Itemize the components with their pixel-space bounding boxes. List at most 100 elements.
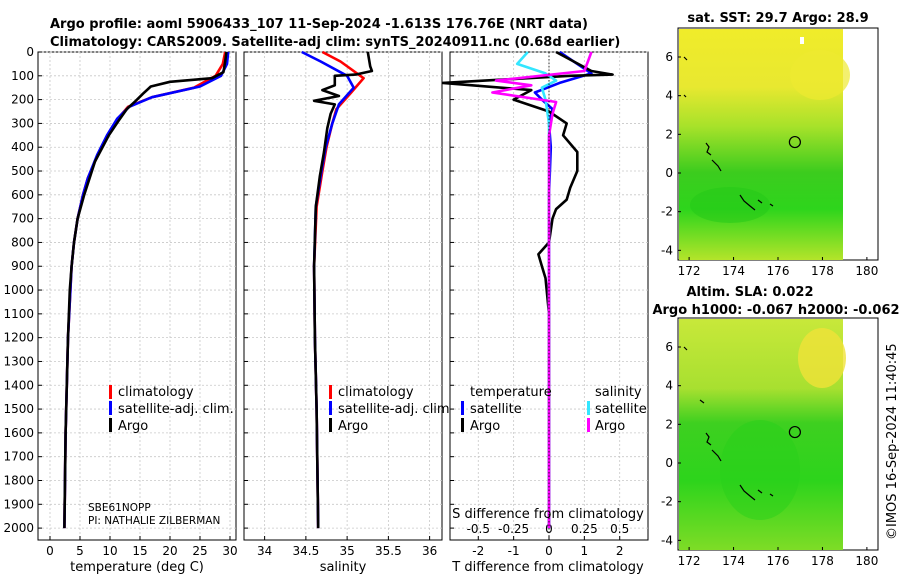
map-y-tick-label: 6 [665,340,673,354]
depth-label: 200 [11,93,34,107]
s-difference-label: S difference from climatology [452,507,644,522]
x-tick-label: 0 [46,544,54,558]
series-line-salinity-argo [491,51,593,529]
legend-satellite-label: satellite-adj. clim. [338,402,454,417]
depth-label: 600 [11,188,34,202]
series-line-argo [312,51,374,529]
map-y-tick-label: 0 [665,456,673,470]
salinity-legend: climatology satellite-adj. clim. Argo [329,385,454,434]
top-tick-label: -0.25 [498,522,529,536]
legend-sal-satellite-label: satellite [595,402,647,417]
legend-sal-satellite-swatch [587,401,590,415]
depth-label: 1700 [3,450,34,464]
depth-label: 0 [26,45,34,59]
legend-argo-swatch [329,418,332,432]
series-line-argo [63,51,228,529]
map-x-tick-label: 172 [678,264,701,278]
depth-label: 100 [11,69,34,83]
depth-label: 1100 [3,307,34,321]
salinity-grid [244,51,442,540]
sla-map-panel: Altim. SLA: 0.022 Argo h1000: -0.067 h20… [652,285,899,568]
difference-panel: -2 -1 0 1 2 -0.5 -0.25 0 0.25 0.5 S difference f… [441,50,649,575]
legend-sal-argo-label: Argo [595,419,625,434]
legend-satellite-label: satellite-adj. clim. [118,402,234,417]
map-x-tick-label: 178 [811,264,834,278]
temperature-tick-labels: 0 5 10 15 20 25 30 [46,544,237,558]
legend-climatology-label: climatology [118,385,194,400]
map-y-tick-label: -2 [661,205,673,219]
legend-temperature-title: temperature [470,385,552,400]
copyright-text: ©IMOS 16-Sep-2024 11:40:45 [885,343,900,540]
depth-label: 1200 [3,331,34,345]
legend-climatology-swatch [329,385,332,399]
x-tick-label: -2 [472,544,484,558]
map-x-tick-label: 174 [722,264,745,278]
sla-high-patch [798,328,846,388]
t-difference-tick-labels: -2 -1 0 1 2 [472,544,623,558]
legend-argo-swatch [109,418,112,432]
map-y-tick-label: -2 [661,495,673,509]
map-x-tick-label: 176 [767,554,790,568]
x-tick-label: 25 [192,544,207,558]
map-x-tick-label: 172 [678,554,701,568]
pi-annotation: PI: NATHALIE ZILBERMAN [88,515,220,527]
depth-label: 1900 [3,497,34,511]
depth-label: 1500 [3,402,34,416]
series-line-temperature-argo [441,50,614,529]
depth-label: 1300 [3,354,34,368]
depth-label: 500 [11,164,34,178]
title-line-2: Climatology: CARS2009. Satellite-adj cli… [50,35,620,50]
sst-map-ticks: 172 174 176 178 180 -4 -2 0 2 4 6 [661,50,878,278]
legend-salinity-title: salinity [595,385,642,400]
temperature-xlabel: temperature (deg C) [70,560,204,575]
depth-label: 800 [11,235,34,249]
sst-map-panel: sat. SST: 29.7 Argo: 28.9 172 174 176 178 18… [661,11,879,278]
map-y-tick-label: -4 [661,533,673,547]
depth-label: 700 [11,212,34,226]
legend-temp-satellite-swatch [461,401,464,415]
difference-legend: temperature salinity satellite Argo sate… [461,385,647,434]
map-x-tick-label: 176 [767,264,790,278]
x-tick-label: 1 [581,544,589,558]
salinity-tick-labels: 34 34.5 35 35.5 36 [257,544,437,558]
salinity-axes [243,51,443,541]
legend-temp-satellite-label: satellite [470,402,522,417]
x-tick-label: 34.5 [293,544,320,558]
difference-lines [441,50,614,540]
sla-map-subtitle: Argo h1000: -0.067 h2000: -0.062 [652,303,899,318]
depth-label: 400 [11,140,34,154]
map-y-tick-label: 2 [665,417,673,431]
depth-label: 1800 [3,473,34,487]
depth-label: 2000 [3,521,34,535]
title-line-1: Argo profile: aoml 5906433_107 11-Sep-20… [50,17,588,32]
temperature-axes [37,51,237,541]
map-x-tick-label: 174 [722,554,745,568]
temperature-legend: climatology satellite-adj. clim. Argo [109,385,234,434]
depth-label: 900 [11,259,34,273]
sla-map-ticks: 172 174 176 178 180 -4 -2 0 2 4 6 [661,340,878,568]
map-y-tick-label: 4 [665,89,673,103]
map-x-tick-label: 180 [855,264,878,278]
sst-coastline [683,56,774,211]
legend-temp-argo-swatch [461,418,464,432]
map-x-tick-label: 178 [811,554,834,568]
map-y-tick-label: 6 [665,50,673,64]
depth-label: 1400 [3,378,34,392]
sst-cool-patch [690,187,770,223]
sla-coastline [683,346,774,501]
legend-climatology-swatch [109,385,112,399]
depth-label: 1600 [3,426,34,440]
legend-temp-argo-label: Argo [470,419,500,434]
depth-tick-labels: 0 100 200 300 400 500 600 700 800 900 1000 1100 1200… [3,45,34,535]
x-tick-label: 10 [102,544,117,558]
top-tick-label: 0.25 [571,522,598,536]
sensor-annotation: SBE61NOPP [88,502,151,514]
x-tick-label: 15 [132,544,147,558]
argo-location-marker [788,135,801,149]
sst-missing-pixel [800,37,804,44]
map-x-tick-label: 180 [855,554,878,568]
temperature-lines [63,51,230,529]
temperature-grid [38,51,236,540]
map-y-tick-label: 4 [665,379,673,393]
